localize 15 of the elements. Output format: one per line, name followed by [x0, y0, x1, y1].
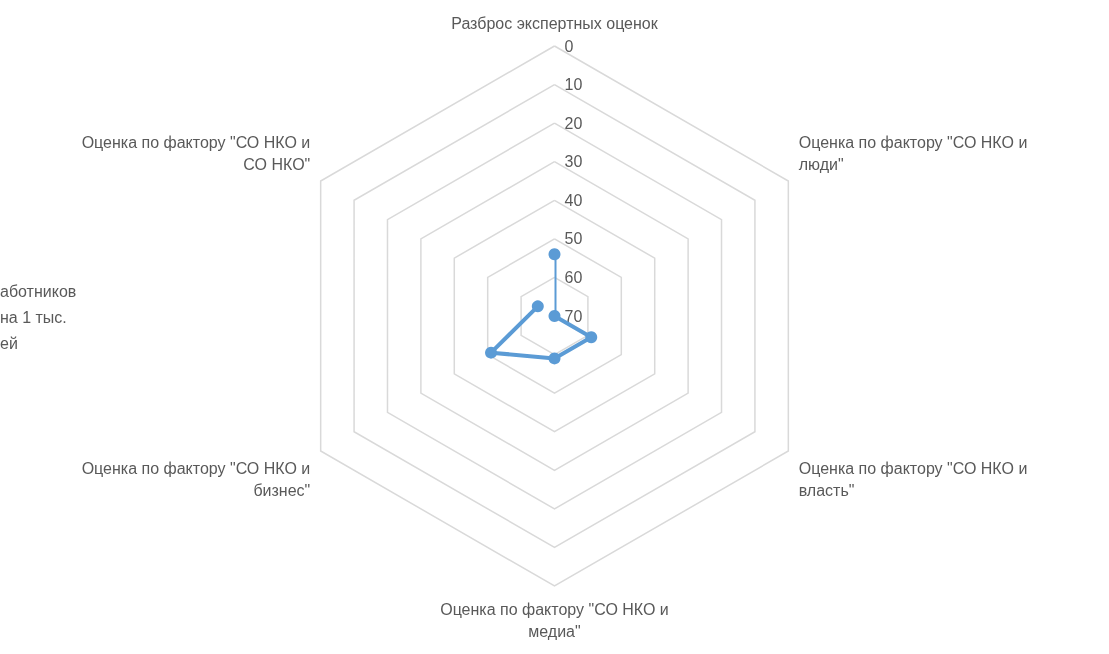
spoke-label: Оценка по фактору "СО НКО и медиа": [440, 600, 669, 640]
y-tick-label: 20: [564, 114, 583, 132]
y-tick-label: 30: [564, 153, 583, 171]
y-tick-label: 0: [564, 37, 574, 55]
y-tick-label: 50: [564, 230, 583, 248]
spoke-label: Разброс экспертных оценок: [451, 14, 659, 32]
y-tick-label: 10: [564, 76, 583, 94]
spoke-label: Оценка по фактору "СО НКО и люди": [798, 133, 1028, 173]
y-tick-label: 70: [564, 307, 583, 325]
text: аботников на 1 тыс. ей: [0, 282, 77, 352]
spoke-label: Оценка по фактору "СО НКО и власть": [798, 459, 1028, 499]
spoke-label: Оценка по фактору "СО НКО и бизнес": [81, 459, 311, 499]
y-tick-label: 60: [564, 268, 583, 286]
y-tick-label: 40: [564, 191, 583, 209]
spoke-label: Оценка по фактору "СО НКО и СО НКО": [81, 133, 311, 173]
